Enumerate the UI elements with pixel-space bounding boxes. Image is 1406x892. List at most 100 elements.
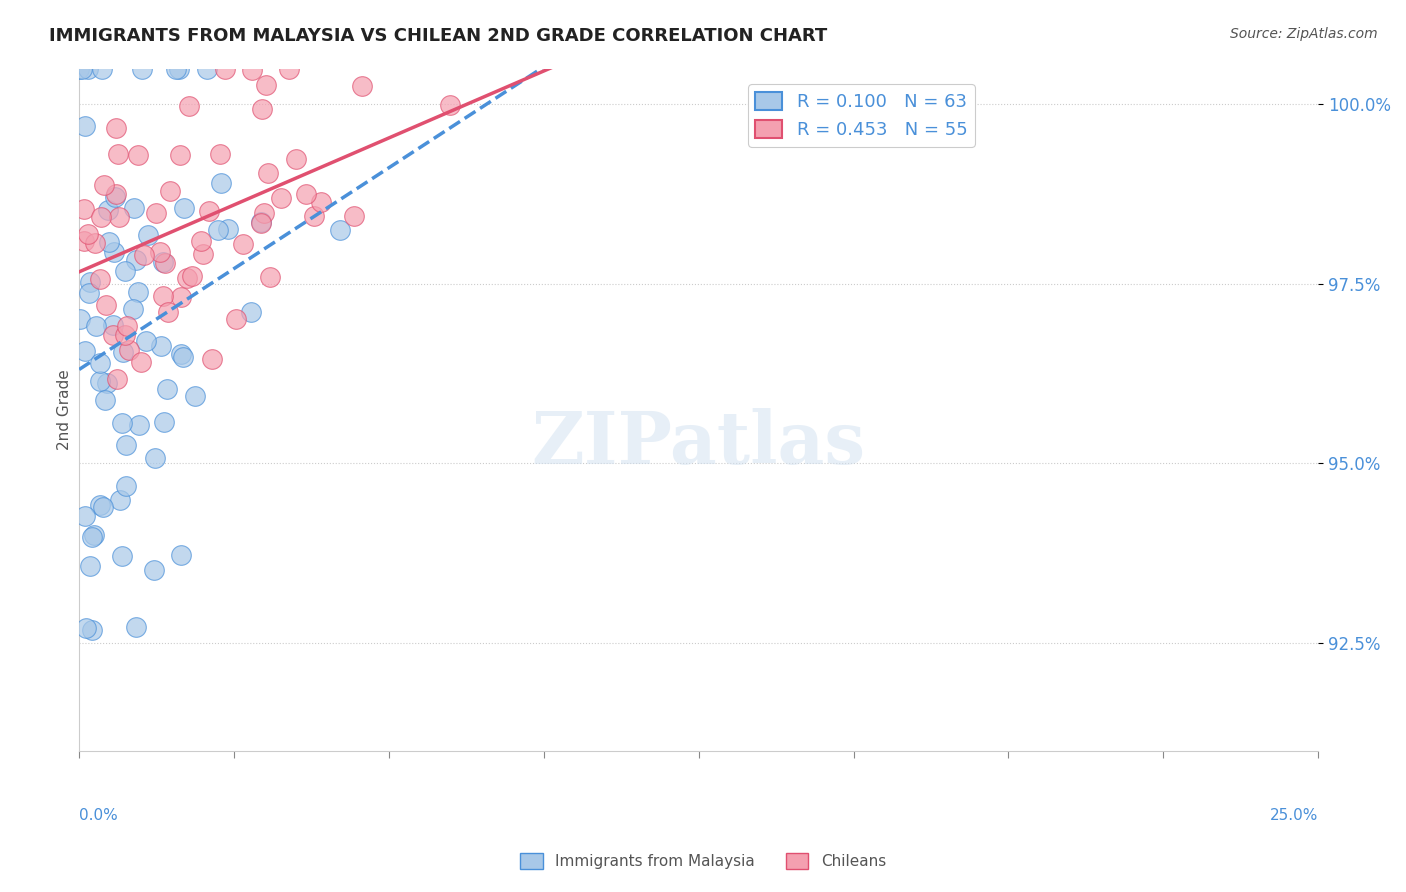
Point [240,63,263,78]
Point [77,62,100,76]
Point [153,415,176,429]
Point [250,216,273,230]
Point [124,252,146,267]
Point [97,235,120,250]
Point [111,345,134,359]
Point [83,527,105,541]
Point [270,191,292,205]
Point [253,205,276,219]
Point [117,343,139,357]
Point [250,102,273,116]
Point [73,343,96,358]
Point [250,215,273,229]
Point [107,211,129,225]
Point [94,298,117,312]
Point [343,210,366,224]
Point [127,148,149,162]
Point [77,286,100,301]
Point [225,312,247,326]
Point [165,62,187,76]
Point [82,623,104,637]
Point [70,62,93,76]
Point [103,245,125,260]
Point [214,62,236,76]
Point [136,228,159,243]
Point [104,190,127,204]
Point [115,437,138,451]
Point [207,223,229,237]
Point [217,222,239,236]
Point [209,147,232,161]
Point [201,352,224,367]
Point [73,119,96,133]
Point [107,147,129,161]
Point [104,186,127,201]
Point [309,194,332,209]
Text: IMMIGRANTS FROM MALAYSIA VS CHILEAN 2ND GRADE CORRELATION CHART: IMMIGRANTS FROM MALAYSIA VS CHILEAN 2ND … [49,27,828,45]
Point [114,264,136,278]
Point [277,62,299,76]
Point [152,254,174,268]
Point [170,290,193,304]
Point [73,508,96,523]
Point [184,389,207,403]
Legend: Immigrants from Malaysia, Chileans: Immigrants from Malaysia, Chileans [515,847,891,875]
Point [295,187,318,202]
Point [79,275,101,289]
Point [131,354,153,368]
Point [135,334,157,348]
Point [83,235,105,250]
Point [284,152,307,166]
Point [93,178,115,193]
Point [439,98,461,112]
Point [191,247,214,261]
Point [76,227,98,241]
Point [127,285,149,300]
Point [259,270,281,285]
Point [101,318,124,333]
Point [176,271,198,285]
Point [232,236,254,251]
Point [169,148,191,162]
Text: Source: ZipAtlas.com: Source: ZipAtlas.com [1230,27,1378,41]
Point [73,202,96,216]
Point [122,301,145,316]
Point [153,256,176,270]
Point [91,500,114,514]
Point [181,268,204,283]
Point [111,549,134,564]
Point [350,78,373,93]
Point [304,209,326,223]
Point [198,203,221,218]
Point [72,234,94,248]
Point [105,121,128,136]
Point [211,177,233,191]
Point [90,210,112,224]
Text: ZIPatlas: ZIPatlas [531,409,866,479]
Point [131,62,153,76]
Point [142,563,165,577]
Point [91,62,114,76]
Point [89,272,111,286]
Point [254,78,277,92]
Point [152,288,174,302]
Point [96,376,118,391]
Point [172,350,194,364]
Point [239,305,262,319]
Point [69,312,91,326]
Point [101,328,124,343]
Point [79,559,101,574]
Point [75,621,97,635]
Point [89,498,111,512]
Text: 0.0%: 0.0% [79,808,118,823]
Point [149,245,172,260]
Y-axis label: 2nd Grade: 2nd Grade [58,369,72,450]
Point [150,338,173,352]
Point [143,451,166,466]
Point [114,478,136,492]
Point [67,62,90,76]
Point [89,356,111,370]
Point [257,166,280,180]
Point [128,417,150,432]
Point [115,318,138,333]
